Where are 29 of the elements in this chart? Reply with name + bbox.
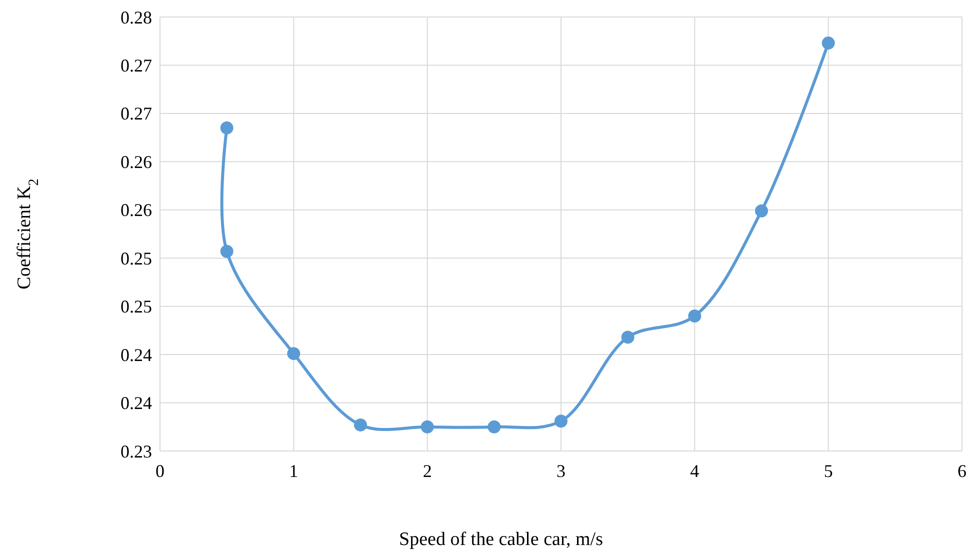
x-tick-label: 6: [958, 461, 966, 481]
x-tick-label: 1: [289, 461, 298, 481]
point: [621, 330, 634, 344]
point: [688, 309, 702, 322]
y-tick-label: 0.23: [120, 441, 152, 462]
y-tick-label: 0.24: [120, 393, 152, 414]
y-tick-label: 0.24: [120, 344, 152, 365]
x-tick-label: 5: [824, 461, 833, 481]
point: [220, 244, 234, 258]
y-tick-label: 0.26: [120, 200, 152, 220]
x-tick-label: 0: [156, 461, 164, 481]
point: [755, 204, 768, 218]
x-axis-title: Speed of the cable car, m/s: [399, 529, 603, 550]
x-tick-label: 4: [690, 461, 700, 481]
y-tick-label: 0.25: [120, 248, 152, 268]
point: [554, 414, 568, 428]
y-tick-label: 0.27: [120, 104, 152, 124]
y-tick-label: 0.27: [120, 56, 152, 76]
y-tick-label: 0.28: [120, 7, 152, 28]
point: [287, 347, 300, 360]
point: [354, 418, 367, 432]
point: [420, 420, 434, 434]
y-tick-label: 0.26: [120, 152, 152, 172]
point: [822, 36, 835, 50]
x-tick-label: 3: [556, 461, 566, 481]
point: [220, 121, 234, 134]
point: [488, 420, 501, 434]
y-tick-label: 0.25: [120, 296, 152, 317]
x-tick-label: 2: [422, 461, 432, 481]
